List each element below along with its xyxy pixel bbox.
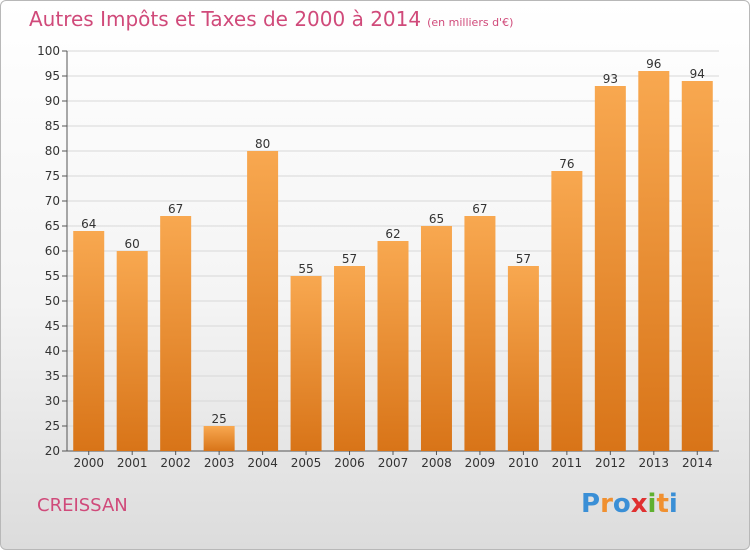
y-tick-label: 20 [45,444,60,458]
logo-letter: i [668,489,678,519]
bar [160,216,192,451]
data-label: 55 [298,262,313,276]
data-label: 25 [211,412,226,426]
y-tick-label: 65 [45,219,60,233]
data-label: 64 [81,217,96,231]
data-label: 67 [472,202,487,216]
y-tick-label: 85 [45,119,60,133]
bar [681,81,713,451]
logo-letter: o [612,489,631,519]
y-tick-label: 50 [45,294,60,308]
x-tick-label: 2009 [465,456,496,470]
x-tick-label: 2013 [639,456,670,470]
data-label: 65 [429,212,444,226]
x-tick-label: 2012 [595,456,626,470]
y-tick-label: 30 [45,394,60,408]
data-label: 62 [385,227,400,241]
bar [420,226,452,451]
bar [551,171,583,451]
logo-letter: P [581,489,601,519]
y-tick-label: 60 [45,244,60,258]
bar [290,276,322,451]
logo-letter: x [630,489,648,519]
x-tick-label: 2010 [508,456,539,470]
data-label: 80 [255,137,270,151]
y-tick-label: 95 [45,69,60,83]
chart-title-text: Autres Impôts et Taxes de 2000 à 2014 [29,7,422,31]
y-tick-label: 45 [45,319,60,333]
data-label: 67 [168,202,183,216]
bar [116,251,148,451]
x-tick-label: 2000 [73,456,104,470]
commune-name: CREISSAN [37,495,128,516]
data-label: 93 [603,72,618,86]
bar [377,241,409,451]
x-tick-label: 2006 [334,456,365,470]
bar [247,151,279,451]
y-tick-label: 40 [45,344,60,358]
bar [73,231,105,451]
data-label: 60 [125,237,140,251]
x-tick-label: 2002 [160,456,191,470]
y-tick-label: 35 [45,369,60,383]
x-tick-label: 2001 [117,456,148,470]
y-tick-label: 80 [45,144,60,158]
bar [594,86,626,451]
y-tick-label: 90 [45,94,60,108]
data-label: 94 [690,67,705,81]
logo-letter: i [647,489,657,519]
y-tick-label: 25 [45,419,60,433]
y-tick-label: 75 [45,169,60,183]
y-tick-label: 70 [45,194,60,208]
chart-subtitle: (en milliers d'€) [427,16,514,29]
data-label: 57 [516,252,531,266]
data-label: 96 [646,57,661,71]
proxiti-logo[interactable]: Proxiti [581,489,678,519]
logo-letter: r [600,489,613,519]
logo-letter: t [656,489,669,519]
bar [464,216,496,451]
x-tick-label: 2007 [378,456,409,470]
x-tick-label: 2014 [682,456,713,470]
bar [507,266,539,451]
data-label: 76 [559,157,574,171]
x-tick-label: 2008 [421,456,452,470]
y-tick-label: 100 [37,44,60,58]
x-tick-label: 2011 [552,456,583,470]
y-tick-label: 55 [45,269,60,283]
chart-title: Autres Impôts et Taxes de 2000 à 2014 (en… [29,7,513,31]
bar [203,426,235,451]
x-tick-label: 2005 [291,456,322,470]
x-tick-label: 2004 [247,456,278,470]
x-tick-label: 2003 [204,456,235,470]
bar [638,71,670,451]
bar [334,266,366,451]
data-label: 57 [342,252,357,266]
